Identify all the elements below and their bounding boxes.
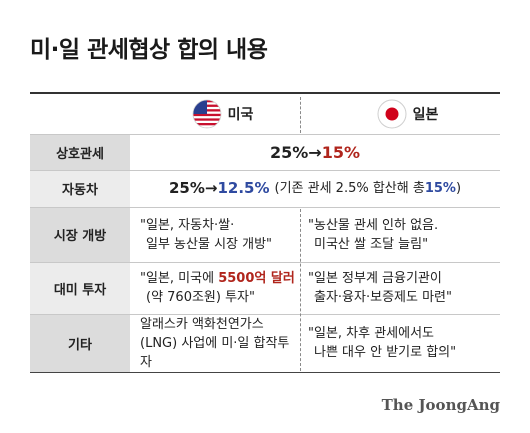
auto-note-total: 15%	[424, 181, 456, 196]
us-flag-icon	[192, 99, 222, 129]
header-divider	[300, 97, 301, 133]
other-us-line1: 알래스카 액화천연가스	[140, 316, 264, 332]
top-rule	[30, 92, 500, 94]
publisher-credit: The JoongAng	[381, 396, 500, 414]
tariff-value: 25% → 15%	[130, 135, 500, 170]
us-label: 미국	[227, 107, 254, 123]
other-us-line2: (LNG) 사업에 미·일 합작투자	[140, 335, 290, 370]
market-us-line1: "일본, 자동차·쌀·	[140, 217, 235, 233]
investment-jp-line1: "일본 정부계 금융기관이	[308, 271, 442, 286]
table-header: 미국 일본	[130, 95, 500, 133]
row-separator	[30, 314, 500, 315]
row-separator	[30, 134, 500, 135]
other-jp-line2: 나쁜 대우 안 받기로 합의"	[314, 345, 457, 360]
tariff-arrow: →	[308, 143, 322, 162]
row-separator	[30, 262, 500, 263]
page-title: 미·일 관세협상 합의 내용	[30, 37, 268, 63]
auto-note-pre: (기존 관세 2.5% 합산해 총	[274, 181, 425, 196]
jp-label: 일본	[412, 107, 439, 123]
row-separator	[30, 170, 500, 171]
row-label-market: 시장 개방	[30, 207, 130, 262]
row-label-other: 기타	[30, 314, 130, 372]
tariff-before: 25%	[270, 143, 309, 162]
investment-jp-line2: 출자·융자·보증제도 마련"	[314, 290, 452, 305]
japan-flag-icon	[377, 99, 407, 129]
market-us: "일본, 자동차·쌀· 일부 농산물 시장 개방"	[140, 207, 298, 262]
investment-us-pre: "일본, 미국에	[140, 271, 219, 286]
bottom-rule	[30, 372, 500, 373]
tariff-after: 15%	[321, 143, 360, 162]
row-separator	[30, 207, 500, 208]
auto-before: 25%	[168, 179, 205, 197]
other-us: 알래스카 액화천연가스 (LNG) 사업에 미·일 합작투자	[140, 314, 298, 372]
investment-us: "일본, 미국에 5500억 달러 (약 760조원) 투자"	[140, 262, 298, 314]
header-us: 미국	[130, 99, 315, 129]
other-jp-line1: "일본, 차후 관세에서도	[308, 326, 435, 341]
market-jp: "농산물 관세 인하 없음. 미국산 쌀 조달 늘림"	[308, 207, 498, 262]
auto-after: 12.5%	[217, 179, 270, 197]
row-label-auto: 자동차	[30, 170, 130, 207]
row-label-tariff: 상호관세	[30, 135, 130, 170]
investment-amount: 5500억 달러	[218, 271, 295, 286]
market-us-line2: 일부 농산물 시장 개방"	[146, 236, 273, 252]
auto-note-post: )	[455, 181, 462, 196]
auto-value: 25% → 12.5% (기존 관세 2.5% 합산해 총 15% )	[130, 170, 500, 207]
investment-us-line2: (약 760조원) 투자"	[146, 290, 256, 305]
column-divider	[300, 209, 301, 371]
auto-arrow: →	[204, 179, 218, 197]
header-jp: 일본	[315, 99, 500, 129]
investment-jp: "일본 정부계 금융기관이 출자·융자·보증제도 마련"	[308, 262, 498, 314]
other-jp: "일본, 차후 관세에서도 나쁜 대우 안 받기로 합의"	[308, 314, 498, 372]
market-jp-line2: 미국산 쌀 조달 늘림"	[314, 236, 429, 252]
row-label-investment: 대미 투자	[30, 262, 130, 314]
market-jp-line1: "농산물 관세 인하 없음.	[308, 217, 439, 233]
